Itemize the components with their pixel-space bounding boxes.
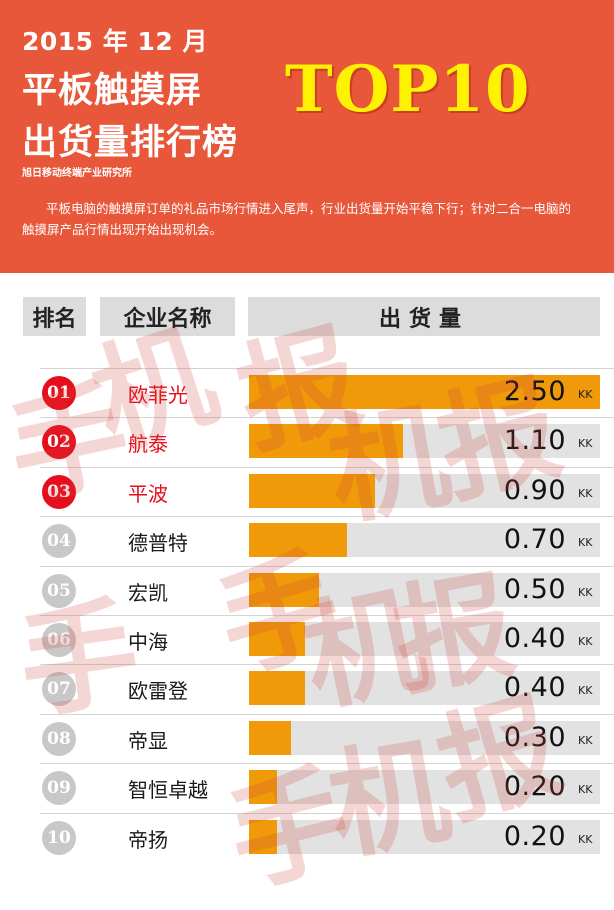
rank-badge: 02 — [42, 425, 76, 460]
rank-badge: 06 — [42, 623, 76, 657]
top10-badge: TOP10 — [285, 52, 531, 127]
company-name: 德普特 — [128, 531, 188, 556]
row-divider — [40, 713, 614, 715]
unit-label: KK — [578, 536, 593, 550]
row-divider — [40, 615, 614, 616]
rank-badge: 09 — [42, 771, 76, 806]
row-divider — [40, 368, 614, 369]
rank-badge: 01 — [42, 376, 76, 410]
row-divider — [40, 516, 614, 518]
bar-track — [249, 770, 600, 805]
company-name: 欧菲光 — [128, 383, 188, 407]
table-row: 10 帝扬 0.20 KK — [0, 812, 614, 861]
company-name: 帝显 — [128, 728, 168, 753]
rank-badge: 03 — [42, 474, 76, 509]
table-row: 09 智恒卓越 0.20 KK — [0, 763, 614, 811]
row-divider — [40, 466, 614, 468]
company-name: 中海 — [128, 630, 168, 654]
column-header-company: 企业名称 — [100, 297, 235, 336]
table-row: 08 帝显 0.30 KK — [0, 713, 614, 762]
shipment-value: 0.30 — [503, 721, 566, 753]
shipment-value: 0.40 — [503, 623, 566, 654]
shipment-bar — [249, 424, 404, 459]
report-date: 2015 年 12 月 — [22, 27, 208, 56]
shipment-bar — [249, 473, 376, 508]
shipment-bar — [249, 622, 306, 656]
bar-track — [249, 671, 600, 706]
bar-track — [249, 622, 600, 656]
table-row: 03 平波 0.90 KK — [0, 466, 614, 515]
company-name: 航泰 — [128, 432, 168, 457]
bar-track — [249, 819, 600, 854]
bar-track — [249, 720, 600, 755]
table-row: 01 欧菲光 2.50 KK — [0, 368, 614, 416]
table-row: 05 宏凯 0.50 KK — [0, 565, 614, 614]
shipment-value: 1.10 — [503, 425, 566, 457]
shipment-bar — [249, 572, 320, 607]
unit-label: KK — [578, 388, 593, 401]
company-name: 智恒卓越 — [128, 778, 208, 803]
row-divider — [40, 664, 614, 666]
table-row: 04 德普特 0.70 KK — [0, 516, 614, 564]
source-credit: 旭日移动终端产业研究所 — [22, 168, 132, 179]
title-line-1: 平板触摸屏 — [22, 71, 203, 111]
header-banner: 2015 年 12 月 平板触摸屏 出货量排行榜 TOP10 旭日移动终端产业研… — [0, 0, 614, 273]
table-row: 07 欧雷登 0.40 KK — [0, 664, 614, 712]
shipment-value: 0.50 — [503, 573, 566, 605]
unit-label: KK — [578, 486, 593, 500]
shipment-bar — [249, 523, 348, 558]
rank-badge: 04 — [42, 524, 76, 559]
rank-badge: 10 — [42, 820, 76, 855]
unit-label: KK — [578, 635, 593, 648]
bar-track — [249, 375, 600, 409]
shipment-value: 0.70 — [503, 524, 566, 556]
unit-label: KK — [578, 832, 593, 846]
shipment-bar — [249, 671, 306, 706]
shipment-value: 0.40 — [503, 672, 566, 704]
title-line-2: 出货量排行榜 — [22, 123, 239, 163]
shipment-bar — [249, 770, 278, 805]
intro-paragraph: 平板电脑的触摸屏订单的礼品市场行情进入尾声，行业出货量开始平稳下行；针对二合一电… — [22, 201, 572, 237]
row-divider — [40, 417, 614, 419]
row-divider — [40, 763, 614, 765]
rank-badge: 08 — [42, 721, 76, 756]
unit-label: KK — [578, 684, 593, 698]
rank-badge: 05 — [42, 573, 76, 608]
row-divider — [40, 565, 614, 567]
shipment-value: 0.20 — [503, 820, 566, 852]
column-header-shipment: 出货量 — [248, 297, 600, 336]
company-name: 平波 — [128, 481, 168, 506]
bar-track — [249, 572, 600, 607]
table-row: 06 中海 0.40 KK — [0, 615, 614, 663]
company-name: 帝扬 — [128, 827, 168, 852]
unit-label: KK — [578, 783, 593, 797]
rank-badge: 07 — [42, 672, 76, 707]
bar-track — [249, 523, 600, 558]
column-header-rank: 排名 — [23, 297, 86, 336]
bar-track — [249, 424, 600, 459]
shipment-bar — [249, 819, 278, 854]
bar-track — [249, 473, 600, 508]
unit-label: KK — [578, 733, 593, 747]
shipment-bar — [249, 720, 292, 755]
company-name: 宏凯 — [128, 580, 168, 605]
company-name: 欧雷登 — [128, 679, 188, 704]
row-divider — [40, 812, 614, 814]
unit-label: KK — [578, 585, 593, 599]
shipment-bar — [249, 375, 600, 409]
shipment-value: 2.50 — [503, 376, 566, 407]
unit-label: KK — [578, 437, 593, 451]
shipment-value: 0.20 — [503, 771, 566, 803]
shipment-value: 0.90 — [503, 474, 566, 506]
table-row: 02 航泰 1.10 KK — [0, 417, 614, 465]
